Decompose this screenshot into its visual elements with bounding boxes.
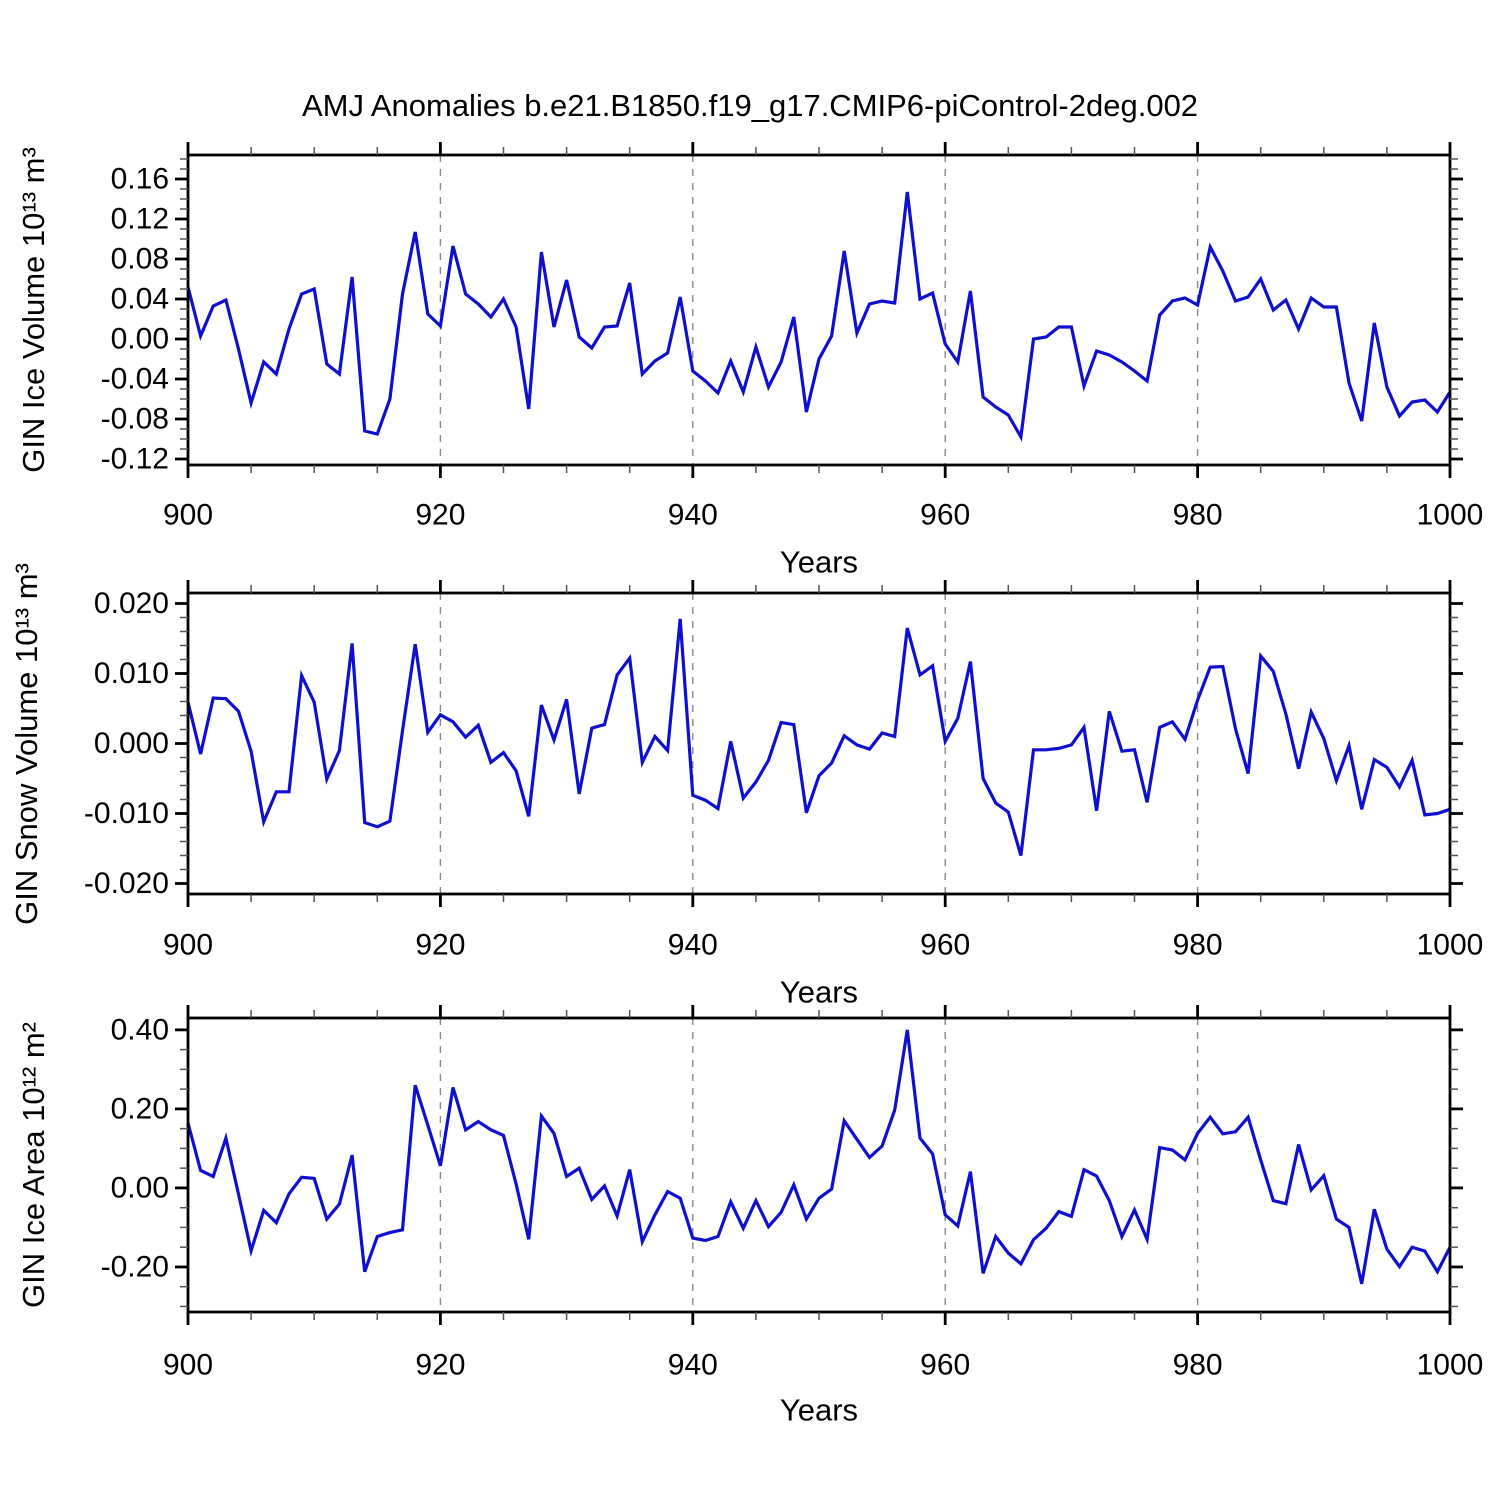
y-tick-label: 0.020 [94,587,169,620]
plot-frame [186,591,1452,896]
x-tick-label: 900 [163,499,213,532]
y-tick-label: 0.04 [111,283,169,316]
plot-frame [186,153,1452,467]
data-line [186,191,1452,442]
x-tick-label: 960 [920,1349,970,1382]
x-tick-label: 920 [415,929,465,962]
x-tick-label: 940 [668,929,718,962]
y-axis-title-ice-area: GIN Ice Area 10¹² m² [16,1022,51,1308]
panel-gin-snow-volume: 900 920 940 960 980 1000 0.020 0.010 0.000 -0.010… [84,580,1483,962]
data-line [186,1029,1452,1285]
x-tick-label: 940 [668,499,718,532]
y-tick-label: -0.04 [101,363,169,396]
x-tick-label: 980 [1173,499,1223,532]
x-tick-label: 940 [668,1349,718,1382]
y-tick-label: 0.000 [94,727,169,760]
y-tick-label: 0.00 [111,323,169,356]
x-tick-label: 900 [163,929,213,962]
panel-gin-ice-area: 900 920 940 960 980 1000 0.40 0.20 0.00 -0.20 [101,1005,1484,1382]
y-tick-label: 0.12 [111,203,169,236]
y-tick-label: 0.08 [111,243,169,276]
x-tick-label: 920 [415,499,465,532]
x-tick-label: 980 [1173,929,1223,962]
y-axis-title-snow-volume: GIN Snow Volume 10¹³ m³ [9,563,44,925]
x-axis-label-years-3: Years [780,1393,858,1428]
x-tick-label: 1000 [1417,929,1484,962]
x-tick-label: 1000 [1417,499,1484,532]
y-tick-label: -0.08 [101,403,169,436]
x-tick-label: 920 [415,1349,465,1382]
x-tick-label: 900 [163,1349,213,1382]
x-tick-label: 980 [1173,1349,1223,1382]
x-tick-label: 960 [920,929,970,962]
chart-title: AMJ Anomalies b.e21.B1850.f19_g17.CMIP6-… [301,88,1199,123]
y-tick-label: 0.40 [111,1013,169,1046]
x-tick-label: 1000 [1417,1349,1484,1382]
y-tick-label: 0.00 [111,1171,169,1204]
x-axis-label-years-1: Years [780,545,858,580]
y-tick-label: -0.020 [84,867,169,900]
x-tick-label: 960 [920,499,970,532]
y-axis-title-ice-volume: GIN Ice Volume 10¹³ m³ [16,147,51,473]
y-tick-label: -0.12 [101,443,169,476]
y-tick-label: -0.010 [84,797,169,830]
y-tick-label: 0.16 [111,163,169,196]
y-tick-label: 0.010 [94,657,169,690]
y-tick-label: 0.20 [111,1092,169,1125]
data-line [186,618,1451,856]
panel-gin-ice-volume: 900 920 940 960 980 1000 0.16 0.12 0.08 0.04 0.00 -… [101,142,1484,532]
x-axis-label-years-2: Years [780,975,858,1010]
y-tick-label: -0.20 [101,1250,169,1283]
